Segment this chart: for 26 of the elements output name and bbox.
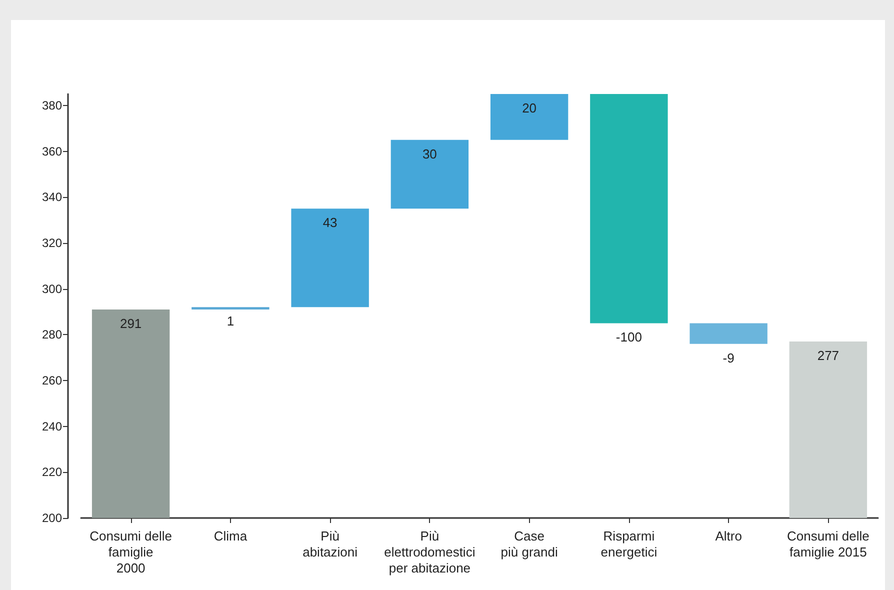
- x-tick-label: Clima: [214, 528, 248, 544]
- data-label: -9: [722, 350, 734, 366]
- y-tick-label: 280: [42, 328, 62, 342]
- y-tick-label: 220: [42, 465, 62, 480]
- x-tick-label: Altro: [715, 528, 742, 544]
- y-tick-label: 320: [42, 236, 62, 250]
- data-label: 291: [120, 316, 142, 331]
- data-label: -100: [616, 330, 642, 345]
- x-tick-label: Più abitazioni: [302, 528, 358, 560]
- data-label: 43: [322, 215, 338, 230]
- y-tick-label: 240: [42, 419, 62, 434]
- y-tick-label: 200: [42, 511, 62, 525]
- y-tick-label: 260: [42, 373, 62, 388]
- x-tick-label: Consumi delle famiglie 2000: [90, 528, 172, 576]
- y-tick-label: 380: [42, 98, 62, 112]
- y-tick-label: 340: [42, 190, 62, 204]
- x-tick-label: Risparmi energetici: [600, 528, 658, 560]
- y-tick-label: 360: [42, 144, 62, 158]
- x-tick-label: Case più grandi: [500, 528, 558, 560]
- data-label: 30: [422, 146, 437, 162]
- data-label: 277: [817, 348, 840, 364]
- data-label: 20: [522, 100, 537, 116]
- y-tick-label: 300: [42, 282, 62, 296]
- data-label: 1: [226, 314, 234, 329]
- x-tick-label: Consumi delle famiglie 2015: [787, 528, 870, 560]
- x-tick-label: Più elettrodomestici per abitazione: [384, 528, 476, 576]
